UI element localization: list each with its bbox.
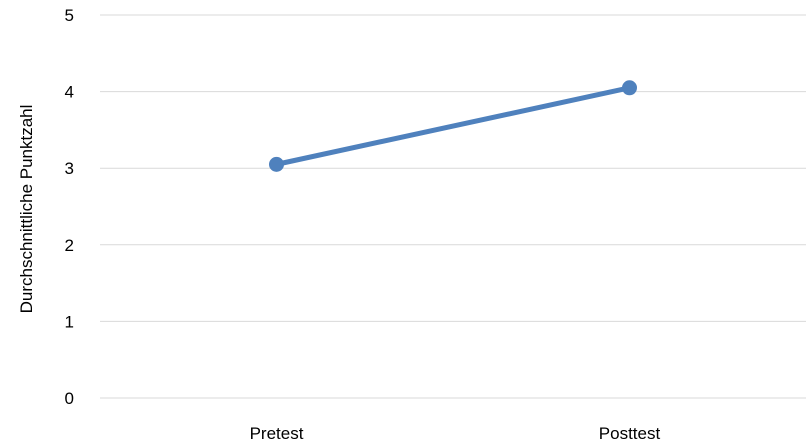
x-tick-label: Pretest xyxy=(250,424,304,443)
y-tick-label: 1 xyxy=(65,312,74,331)
y-tick-label: 5 xyxy=(65,6,74,25)
data-point xyxy=(622,80,637,96)
gridlines xyxy=(100,14,806,399)
y-tick-label: 4 xyxy=(65,83,74,102)
data-point xyxy=(269,156,284,172)
y-axis-ticks: 0 1 2 3 4 5 xyxy=(65,6,74,408)
series-group xyxy=(269,80,637,172)
y-tick-label: 2 xyxy=(65,236,74,255)
y-tick-label: 3 xyxy=(65,159,74,178)
x-axis-ticks: Pretest Posttest xyxy=(250,424,661,443)
y-tick-label: 0 xyxy=(65,389,74,408)
y-axis-title: Durchschnittliche Punktzahl xyxy=(17,105,36,314)
series-line xyxy=(274,85,632,167)
x-tick-label: Posttest xyxy=(599,424,661,443)
